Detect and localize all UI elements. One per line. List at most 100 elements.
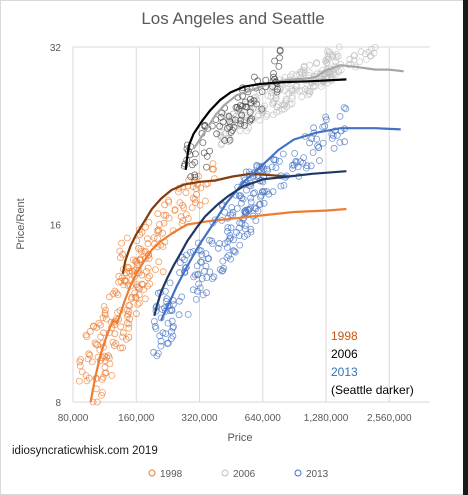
data-point-2013 — [189, 286, 197, 294]
data-point-2013 — [291, 149, 299, 157]
data-point-2006 — [365, 48, 373, 56]
data-point-1998 — [141, 247, 149, 255]
data-point-2013 — [231, 248, 239, 256]
data-point-1998 — [135, 244, 142, 252]
data-point-2006 — [350, 56, 358, 64]
data-point-1998 — [154, 234, 161, 242]
data-point-2006 — [323, 56, 331, 63]
data-point-2013 — [186, 248, 194, 256]
data-point-2013 — [227, 255, 234, 263]
data-point-2013 — [180, 256, 188, 264]
data-point-1998 — [97, 321, 104, 329]
data-point-2006 — [305, 69, 313, 76]
data-point-2013 — [272, 164, 280, 172]
data-point-2006 — [357, 48, 365, 56]
data-point-1998 — [119, 329, 127, 337]
data-point-2013 — [201, 267, 208, 275]
data-point-2013 — [260, 188, 268, 196]
data-point-2013 — [157, 337, 165, 345]
data-point-2013 — [307, 162, 315, 170]
data-point-1998 — [141, 295, 149, 303]
annotation-text: 2006 — [331, 347, 358, 361]
data-point-2006 — [248, 115, 256, 122]
data-point-1998 — [85, 350, 93, 358]
trend-line-2013-seattle — [153, 170, 347, 317]
data-point-1998 — [76, 362, 84, 370]
data-point-1998 — [102, 306, 109, 314]
data-point-2013 — [242, 208, 250, 216]
data-point-1998 — [108, 372, 116, 379]
data-point-1998 — [117, 344, 124, 352]
chart-title: Los Angeles and Seattle — [141, 9, 324, 28]
data-point-1998 — [123, 306, 131, 314]
data-point-2013 — [194, 271, 202, 279]
data-point-2013 — [168, 306, 176, 314]
data-point-2013 — [152, 324, 160, 332]
data-point-1998 — [135, 299, 143, 307]
data-point-2006 — [273, 103, 281, 111]
data-point-1998 — [101, 311, 109, 319]
axis-layer: 80,000 160,000 320,000 640,000 1,280,000 2,56… — [50, 43, 412, 424]
data-point-2006 — [276, 47, 284, 55]
data-point-2006 — [309, 83, 317, 91]
data-point-2006 — [225, 112, 233, 120]
data-point-2013 — [341, 138, 349, 146]
data-point-2013 — [166, 279, 174, 287]
data-point-2006 — [298, 93, 306, 101]
data-point-1998 — [144, 235, 151, 243]
data-point-1998 — [75, 377, 83, 385]
scatter-layer — [75, 43, 379, 406]
data-point-2013 — [280, 181, 288, 189]
data-point-1998 — [102, 369, 110, 377]
data-point-2013 — [198, 275, 206, 282]
data-point-2006 — [226, 136, 234, 144]
data-point-1998 — [160, 211, 168, 219]
data-point-1998 — [113, 289, 120, 297]
data-point-1998 — [201, 197, 209, 205]
data-point-2013 — [252, 205, 260, 213]
legend-marker — [148, 469, 156, 477]
data-point-1998 — [82, 331, 90, 339]
data-point-2006 — [191, 150, 199, 158]
data-point-2013 — [292, 159, 300, 166]
data-point-1998 — [86, 327, 94, 335]
data-point-2013 — [239, 195, 247, 203]
data-point-2013 — [306, 139, 314, 147]
data-point-2006 — [298, 70, 306, 78]
data-point-2006 — [367, 52, 375, 60]
data-point-2006 — [221, 137, 229, 144]
x-tick-label: 160,000 — [118, 413, 155, 424]
data-point-1998 — [132, 310, 140, 318]
data-point-1998 — [86, 351, 94, 359]
data-point-1998 — [182, 189, 190, 197]
data-point-2006 — [293, 82, 301, 90]
data-point-2013 — [263, 188, 271, 195]
annotation-text: 2013 — [331, 365, 358, 379]
data-point-2006 — [216, 122, 224, 130]
data-point-2013 — [328, 134, 336, 142]
data-point-1998 — [100, 329, 107, 337]
data-point-2006 — [254, 77, 262, 85]
y-axis-title: Price/Rent — [15, 198, 27, 249]
data-point-2006 — [222, 129, 230, 137]
data-point-1998 — [119, 344, 126, 352]
data-point-1998 — [144, 264, 152, 272]
data-point-1998 — [154, 210, 162, 218]
data-point-1998 — [150, 234, 158, 242]
data-point-2006 — [246, 108, 254, 116]
x-tick-label: 2,560,000 — [367, 413, 412, 424]
data-point-2006 — [335, 43, 343, 51]
data-point-1998 — [111, 330, 119, 338]
data-point-2006 — [246, 116, 254, 123]
data-point-2006 — [313, 59, 321, 67]
data-point-2006 — [270, 70, 277, 77]
data-point-2006 — [262, 76, 270, 84]
data-point-2006 — [213, 130, 221, 138]
data-point-2006 — [316, 70, 324, 78]
data-point-1998 — [106, 360, 114, 368]
data-point-2006 — [229, 110, 237, 118]
data-point-2013 — [223, 254, 231, 261]
data-point-1998 — [175, 188, 182, 196]
data-point-2013 — [229, 247, 237, 255]
data-point-2013 — [209, 275, 216, 283]
